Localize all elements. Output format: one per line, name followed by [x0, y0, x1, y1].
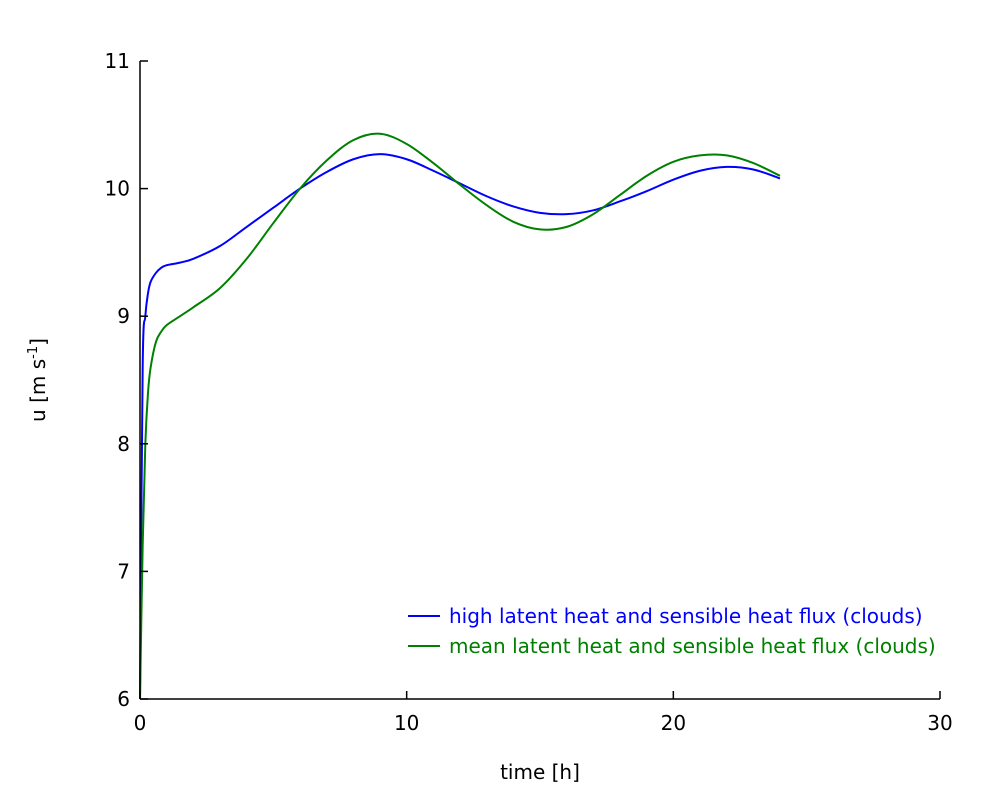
x-tick-label: 10 — [394, 711, 419, 735]
x-tick-label: 20 — [661, 711, 686, 735]
x-tick-label: 30 — [927, 711, 952, 735]
y-tick-label: 7 — [117, 559, 130, 583]
y-tick-label: 6 — [117, 687, 130, 711]
series-line-mean-flux — [139, 132, 781, 700]
y-tick-label: 8 — [117, 432, 130, 456]
y-axis-title-superscript: -1 — [26, 346, 41, 359]
x-ticks: 0 10 20 30 — [134, 691, 953, 735]
legend: high latent heat and sensible heat flux … — [408, 604, 936, 658]
series-layer — [139, 132, 781, 700]
series-line-high-flux — [139, 153, 781, 700]
y-tick-label: 11 — [105, 49, 130, 73]
y-tick-label: 9 — [117, 304, 130, 328]
y-axis-title: u [m s-1] — [26, 338, 50, 422]
y-axis-title-main: u [m s — [26, 359, 50, 422]
legend-label-high-flux: high latent heat and sensible heat flux … — [449, 604, 923, 628]
y-tick-label: 10 — [105, 177, 130, 201]
x-tick-label: 0 — [134, 711, 147, 735]
legend-label-mean-flux: mean latent heat and sensible heat flux … — [449, 634, 936, 658]
y-axis-title-close: ] — [26, 338, 50, 346]
y-ticks: 6 7 8 9 10 11 — [105, 49, 148, 711]
x-axis-title: time [h] — [500, 760, 580, 784]
